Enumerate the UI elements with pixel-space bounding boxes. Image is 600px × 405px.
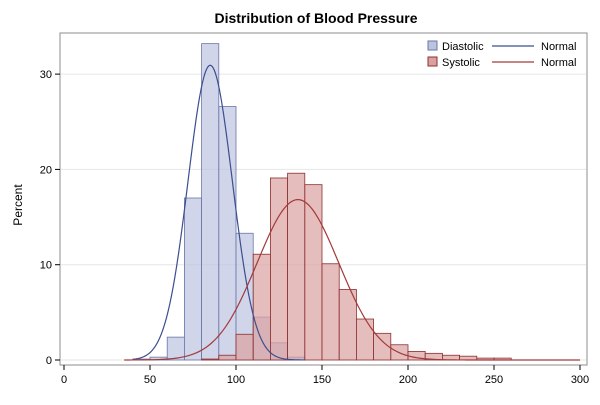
x-tick-label-6: 300 — [571, 374, 589, 386]
systolic-bar-0 — [201, 358, 220, 361]
bars-layer — [132, 43, 512, 361]
legend-label-diastolic: Diastolic — [442, 41, 484, 53]
systolic-bar-2 — [235, 333, 254, 361]
y-tick-label-3: 30 — [40, 69, 52, 81]
systolic-bar-1 — [218, 354, 237, 361]
legend-label-systolic: Systolic — [442, 57, 480, 69]
x-tick-label-1: 50 — [144, 374, 156, 386]
y-tick-label-1: 10 — [40, 260, 52, 272]
axes-layer: 0 50 100 150 200 250 300 0 10 20 30 — [40, 69, 589, 386]
x-tick-label-0: 0 — [61, 374, 67, 386]
x-tick-label-4: 200 — [399, 374, 417, 386]
x-tick-label-3: 150 — [313, 374, 331, 386]
systolic-bar-8 — [338, 289, 357, 361]
legend: Diastolic Systolic Normal Normal — [427, 40, 576, 69]
legend-label-systolic-normal: Normal — [541, 57, 576, 69]
x-tick-label-5: 250 — [485, 374, 503, 386]
legend-swatch-systolic — [427, 56, 438, 67]
systolic-bar-7 — [321, 263, 340, 361]
diastolic-normal-curve — [132, 64, 305, 361]
legend-label-diastolic-normal: Normal — [541, 41, 576, 53]
y-tick-label-2: 20 — [40, 164, 52, 176]
y-axis-label: Percent — [11, 184, 25, 226]
chart-title: Distribution of Blood Pressure — [214, 10, 417, 26]
y-tick-label-0: 0 — [46, 355, 52, 367]
plot-frame — [59, 32, 588, 366]
legend-swatch-diastolic — [427, 40, 438, 51]
x-tick-label-2: 100 — [227, 374, 245, 386]
systolic-normal-curve — [124, 199, 580, 361]
systolic-bar-9 — [355, 318, 374, 361]
systolic-bar-3 — [252, 253, 271, 361]
diastolic-bar-2 — [166, 336, 185, 361]
systolic-bar-5 — [287, 172, 306, 361]
systolic-bar-4 — [269, 177, 288, 361]
curves-layer — [124, 64, 580, 361]
diastolic-bar-3 — [183, 197, 202, 361]
diastolic-bar-4 — [201, 43, 220, 361]
